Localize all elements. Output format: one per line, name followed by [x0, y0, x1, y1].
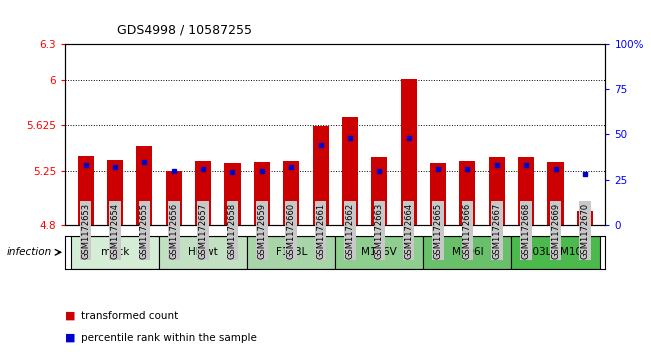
Text: GSM1172657: GSM1172657: [199, 203, 208, 258]
Text: GSM1172666: GSM1172666: [463, 203, 472, 258]
Text: M106I: M106I: [452, 247, 483, 257]
Bar: [512, 236, 600, 269]
Text: mock: mock: [101, 247, 129, 257]
Text: GSM1172670: GSM1172670: [581, 203, 589, 258]
Text: GSM1172655: GSM1172655: [140, 203, 149, 258]
Bar: [71, 236, 159, 269]
Bar: [577, 211, 593, 225]
Bar: [371, 157, 387, 225]
Bar: [423, 236, 512, 269]
Bar: [225, 163, 241, 225]
Text: F103L+M106I: F103L+M106I: [519, 247, 591, 257]
Text: GSM1172658: GSM1172658: [228, 203, 237, 258]
Text: GSM1172659: GSM1172659: [257, 203, 266, 258]
Bar: [165, 171, 182, 225]
Bar: [159, 236, 247, 269]
Bar: [107, 160, 123, 225]
Text: M106V: M106V: [361, 247, 397, 257]
Bar: [518, 157, 534, 225]
Text: GSM1172663: GSM1172663: [375, 203, 384, 258]
Bar: [77, 156, 94, 225]
Text: GSM1172668: GSM1172668: [521, 203, 531, 258]
Bar: [312, 126, 329, 225]
Bar: [254, 162, 270, 225]
Text: ■: ■: [65, 333, 76, 343]
Text: GSM1172665: GSM1172665: [434, 203, 443, 258]
Bar: [430, 163, 446, 225]
Text: GDS4998 / 10587255: GDS4998 / 10587255: [117, 23, 252, 36]
Text: GSM1172656: GSM1172656: [169, 203, 178, 258]
Bar: [460, 161, 475, 225]
Text: GSM1172660: GSM1172660: [286, 203, 296, 258]
Text: GSM1172667: GSM1172667: [492, 203, 501, 258]
Text: GSM1172662: GSM1172662: [346, 203, 354, 258]
Text: ■: ■: [65, 311, 76, 321]
Bar: [400, 79, 417, 225]
Text: GSM1172653: GSM1172653: [81, 203, 90, 258]
Text: transformed count: transformed count: [81, 311, 178, 321]
Bar: [342, 117, 358, 225]
Bar: [283, 161, 299, 225]
Text: GSM1172661: GSM1172661: [316, 203, 325, 258]
Text: GSM1172669: GSM1172669: [551, 203, 560, 258]
Bar: [195, 161, 211, 225]
Text: F103L: F103L: [275, 247, 307, 257]
Bar: [335, 236, 423, 269]
Bar: [247, 236, 335, 269]
Text: percentile rank within the sample: percentile rank within the sample: [81, 333, 257, 343]
Text: HK-wt: HK-wt: [188, 247, 218, 257]
Text: infection: infection: [7, 247, 52, 257]
Bar: [136, 146, 152, 225]
Bar: [489, 157, 505, 225]
Text: GSM1172664: GSM1172664: [404, 203, 413, 258]
Bar: [547, 162, 564, 225]
Text: GSM1172654: GSM1172654: [111, 203, 120, 258]
